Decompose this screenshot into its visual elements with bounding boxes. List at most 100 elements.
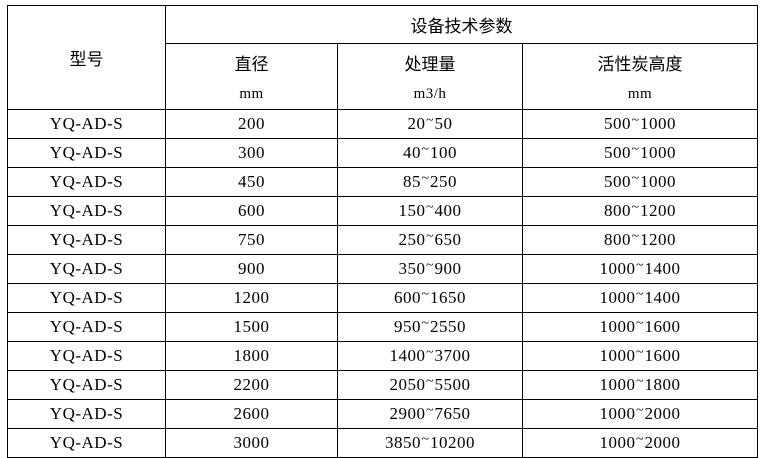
table-row: YQ-AD-S 200 20~50 500~1000: [7, 109, 759, 139]
table-row: YQ-AD-S 2600 2900~7650 1000~2000: [7, 399, 759, 429]
cell-flow: 40~100: [337, 138, 523, 168]
cell-model: YQ-AD-S: [7, 370, 166, 400]
cell-diameter: 1200: [165, 283, 338, 313]
cell-flow-min: 2900: [389, 404, 426, 424]
column-header-diameter: 直径 mm: [165, 43, 338, 110]
cell-flow-min: 85: [402, 172, 421, 192]
column-header-carbon-height: 活性炭高度 mm: [521, 43, 759, 110]
cell-diameter: 300: [165, 138, 338, 168]
cell-flow-min: 950: [393, 317, 421, 337]
table-header-row-columns: 直径 mm 处理量 m3/h 活性炭高度 mm: [8, 43, 759, 110]
cell-carbon-height-min: 1000: [599, 346, 636, 366]
cell-flow-min: 40: [402, 143, 421, 163]
cell-flow-min: 150: [398, 201, 426, 221]
cell-carbon-height: 1000~1800: [521, 370, 759, 400]
cell-carbon-height-min: 1000: [599, 288, 636, 308]
table-row: YQ-AD-S 450 85~250 500~1000: [7, 167, 759, 197]
cell-flow-min: 20: [407, 114, 426, 134]
cell-carbon-height-min: 800: [603, 201, 631, 221]
cell-model: YQ-AD-S: [7, 341, 166, 371]
cell-diameter: 450: [165, 167, 338, 197]
column-header-carbon-height-unit: mm: [627, 86, 653, 102]
table-row: YQ-AD-S 1200 600~1650 1000~1400: [7, 283, 759, 313]
table-header-row-group: 型号 设备技术参数: [7, 5, 759, 110]
cell-carbon-height: 800~1200: [521, 196, 759, 226]
cell-carbon-height-min: 1000: [599, 375, 636, 395]
cell-flow-max: 3700: [434, 346, 471, 366]
cell-flow-min: 3850: [384, 433, 421, 453]
table-row: YQ-AD-S 1800 1400~3700 1000~1600: [7, 341, 759, 371]
cell-flow: 150~400: [337, 196, 523, 226]
column-header-carbon-height-label: 活性炭高度: [597, 55, 683, 75]
cell-carbon-height-max: 1200: [640, 201, 677, 221]
cell-model: YQ-AD-S: [7, 428, 166, 458]
cell-flow-max: 100: [430, 143, 458, 163]
table-row: YQ-AD-S 3000 3850~10200 1000~2000: [7, 428, 759, 458]
cell-flow: 3850~10200: [337, 428, 523, 458]
cell-model: YQ-AD-S: [7, 167, 166, 197]
cell-carbon-height-max: 1000: [640, 172, 677, 192]
cell-carbon-height-max: 1400: [644, 259, 681, 279]
cell-model: YQ-AD-S: [7, 399, 166, 429]
cell-flow-min: 600: [393, 288, 421, 308]
cell-model: YQ-AD-S: [7, 225, 166, 255]
table-row: YQ-AD-S 900 350~900 1000~1400: [7, 254, 759, 284]
cell-flow-max: 50: [434, 114, 453, 134]
table-body: YQ-AD-S 200 20~50 500~1000 YQ-AD-S 300 40~100 5…: [7, 109, 759, 458]
column-group-header-spec: 设备技术参数: [164, 5, 759, 44]
cell-carbon-height: 500~1000: [521, 138, 759, 168]
cell-carbon-height: 1000~2000: [521, 428, 759, 458]
cell-flow-max: 2550: [430, 317, 467, 337]
cell-flow-min: 350: [398, 259, 426, 279]
cell-model: YQ-AD-S: [7, 196, 166, 226]
cell-diameter: 900: [165, 254, 338, 284]
cell-carbon-height: 500~1000: [521, 109, 759, 139]
column-header-flow: 处理量 m3/h: [337, 43, 523, 110]
cell-carbon-height: 800~1200: [521, 225, 759, 255]
cell-carbon-height-max: 2000: [644, 404, 681, 424]
cell-carbon-height-min: 500: [603, 143, 631, 163]
cell-diameter: 2200: [165, 370, 338, 400]
cell-diameter: 200: [165, 109, 338, 139]
cell-carbon-height-min: 500: [603, 172, 631, 192]
table-row: YQ-AD-S 750 250~650 800~1200: [7, 225, 759, 255]
cell-flow: 2900~7650: [337, 399, 523, 429]
cell-carbon-height-max: 1400: [644, 288, 681, 308]
cell-diameter: 3000: [165, 428, 338, 458]
column-header-model: 型号: [7, 5, 166, 110]
cell-carbon-height: 1000~1600: [521, 341, 759, 371]
cell-flow-max: 7650: [434, 404, 471, 424]
cell-carbon-height-min: 1000: [599, 259, 636, 279]
cell-carbon-height: 1000~1600: [521, 312, 759, 342]
cell-flow-min: 250: [398, 230, 426, 250]
cell-flow: 85~250: [337, 167, 523, 197]
cell-model: YQ-AD-S: [7, 254, 166, 284]
column-header-diameter-label: 直径: [234, 55, 269, 75]
cell-flow: 1400~3700: [337, 341, 523, 371]
cell-flow-max: 900: [434, 259, 462, 279]
cell-carbon-height-min: 500: [603, 114, 631, 134]
cell-flow: 20~50: [337, 109, 523, 139]
cell-flow: 2050~5500: [337, 370, 523, 400]
cell-diameter: 750: [165, 225, 338, 255]
cell-flow: 350~900: [337, 254, 523, 284]
cell-carbon-height-max: 1600: [644, 317, 681, 337]
cell-carbon-height-min: 1000: [599, 404, 636, 424]
cell-carbon-height-min: 1000: [599, 433, 636, 453]
table-row: YQ-AD-S 300 40~100 500~1000: [7, 138, 759, 168]
column-header-diameter-unit: mm: [239, 86, 264, 102]
cell-carbon-height-max: 1000: [640, 143, 677, 163]
cell-carbon-height: 1000~2000: [521, 399, 759, 429]
cell-model: YQ-AD-S: [7, 283, 166, 313]
cell-flow-max: 10200: [430, 433, 476, 453]
cell-diameter: 600: [165, 196, 338, 226]
table-row: YQ-AD-S 600 150~400 800~1200: [7, 196, 759, 226]
cell-carbon-height: 500~1000: [521, 167, 759, 197]
cell-diameter: 1500: [165, 312, 338, 342]
cell-carbon-height: 1000~1400: [521, 254, 759, 284]
cell-carbon-height-min: 1000: [599, 317, 636, 337]
cell-flow-max: 5500: [434, 375, 471, 395]
cell-flow-max: 250: [430, 172, 458, 192]
cell-flow-min: 1400: [389, 346, 426, 366]
cell-model: YQ-AD-S: [7, 312, 166, 342]
